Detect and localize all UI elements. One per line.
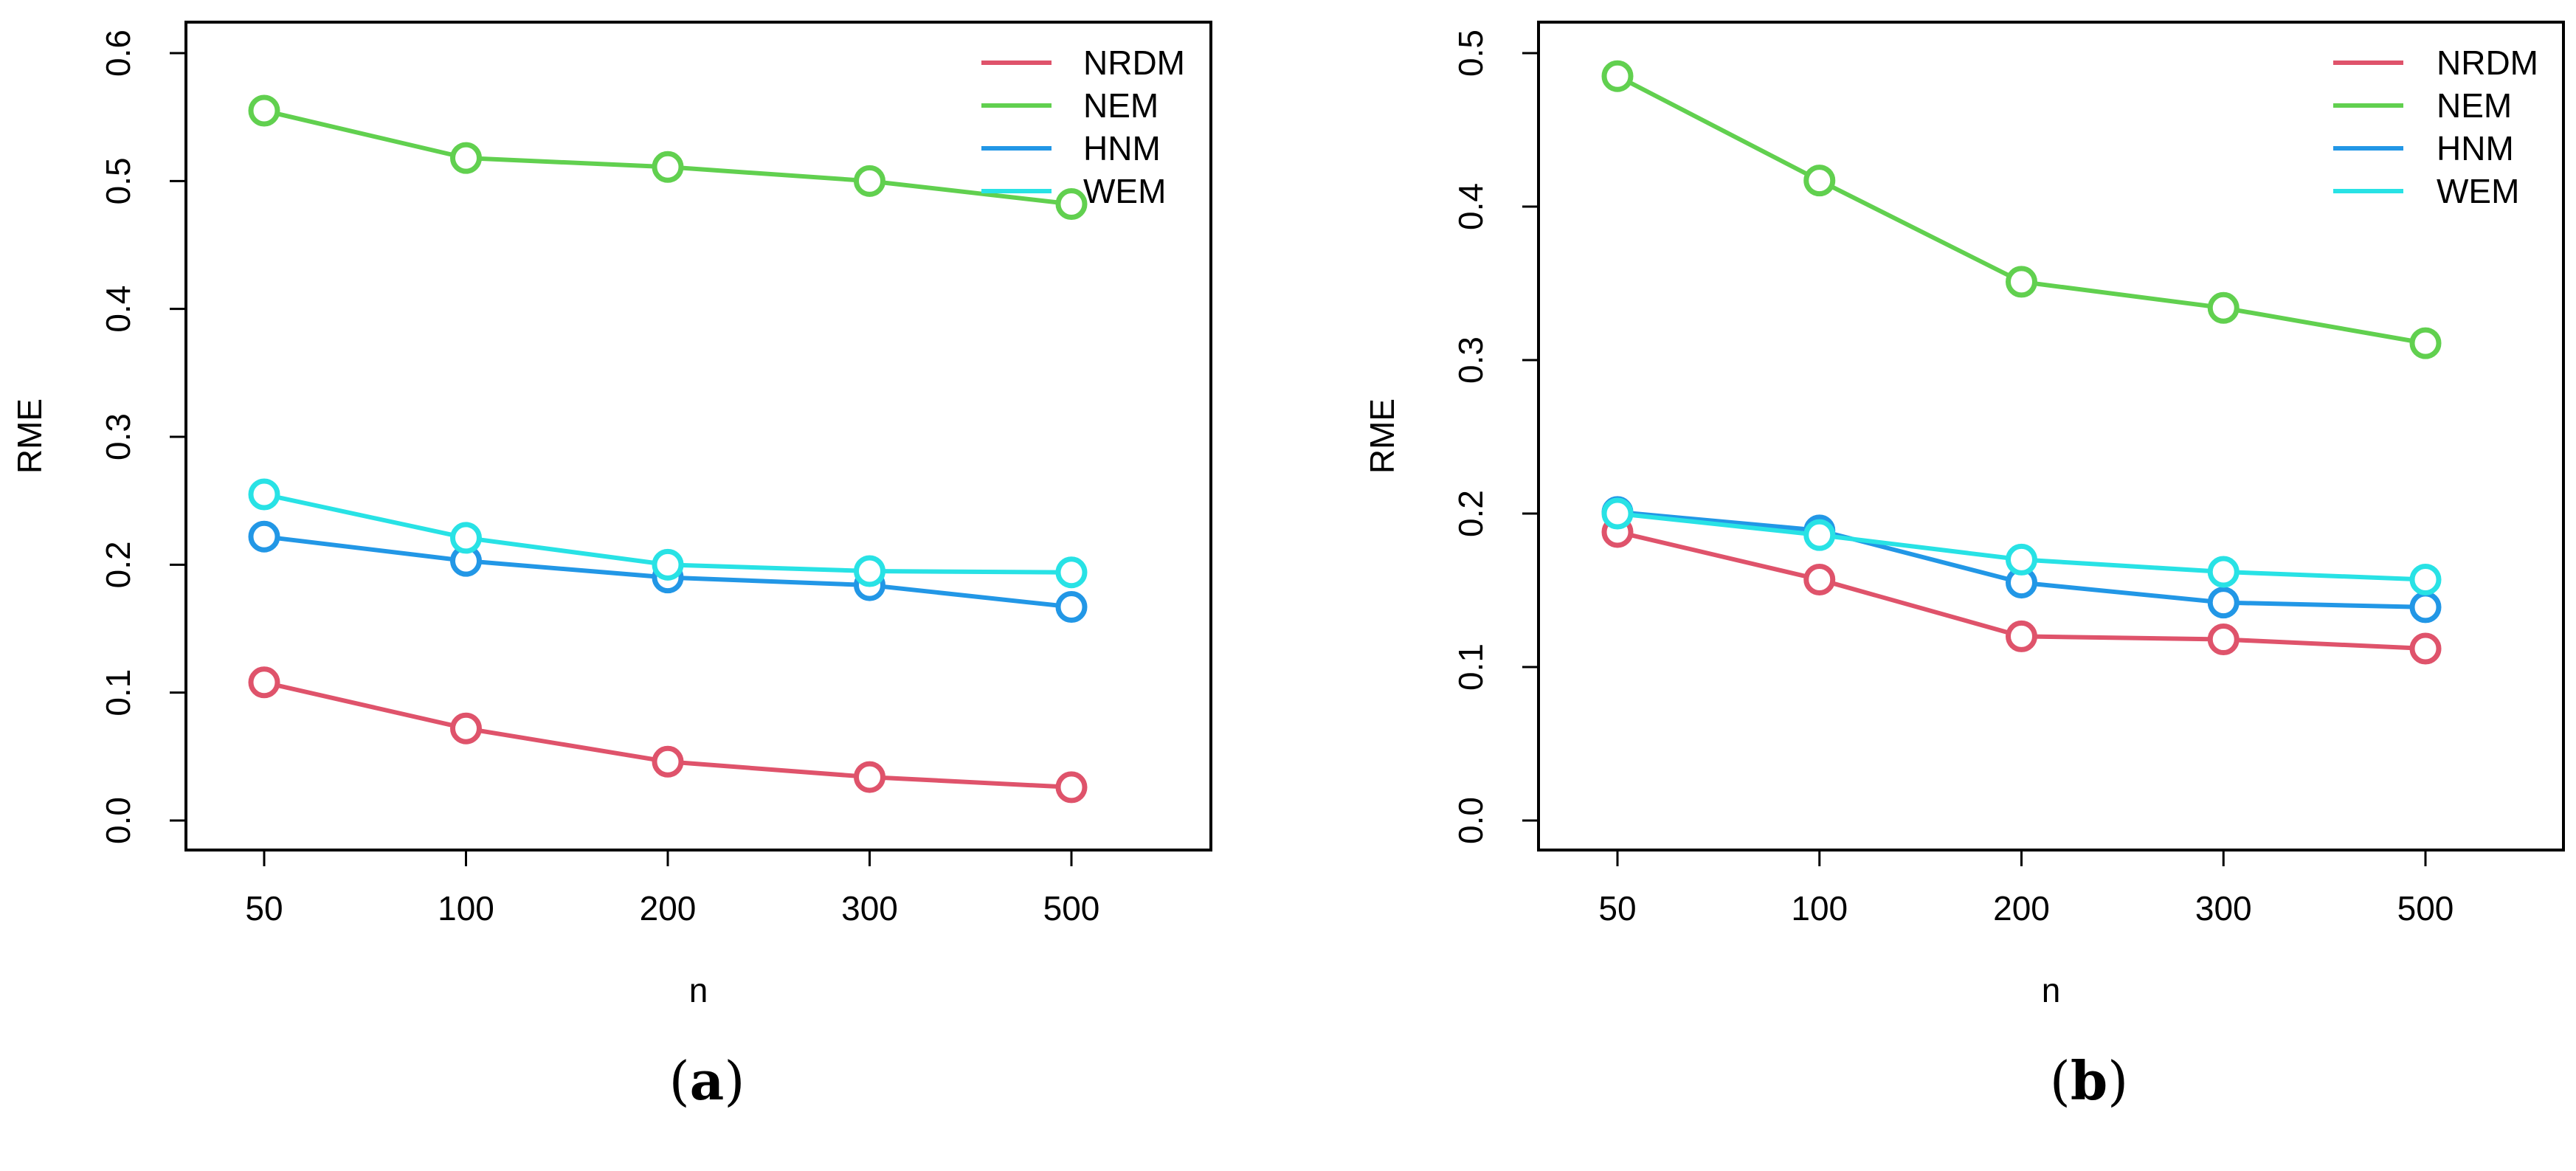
data-point-hnm (2207, 587, 2240, 619)
data-point-nem (1803, 165, 1836, 197)
x-tick-label: 100 (1791, 889, 1848, 928)
x-tick-label: 200 (1993, 889, 2050, 928)
x-axis-title: n (2042, 971, 2061, 1009)
data-point-nem (2409, 327, 2442, 359)
legend-label: NRDM (2437, 44, 2538, 82)
chart-panel-b: 50 100 200 300 500 0.0 0.1 0.2 0.3 0.4 0.5 n RME NRDM… (1363, 21, 2565, 1112)
data-point-wem (652, 548, 684, 581)
x-tick-label: 50 (1598, 889, 1636, 928)
panel-caption: (a) (669, 1049, 745, 1112)
data-point-nrdm (248, 666, 280, 699)
data-point-nem (2207, 291, 2240, 324)
data-point-nem (2006, 266, 2037, 298)
data-point-nrdm (2207, 624, 2240, 656)
y-tick-label: 0.4 (1451, 183, 1490, 230)
data-point-nrdm (1055, 771, 1088, 804)
x-tick-label: 500 (2397, 889, 2454, 928)
y-tick-label: 0.5 (1451, 30, 1490, 77)
x-tick-label: 500 (1043, 889, 1100, 928)
data-point-wem (1803, 519, 1836, 551)
plot-frame (1537, 21, 2565, 852)
legend: NRDM NEM HNM WEM (981, 44, 1185, 210)
legend-label: NRDM (1083, 44, 1185, 82)
data-point-wem (248, 478, 280, 511)
chart-panel-a: 50 100 200 300 500 0.0 0.1 0.2 0.3 0.4 0.5 0.6 n RME N… (10, 21, 1212, 1112)
legend-label: WEM (1083, 172, 1166, 210)
data-point-wem (2207, 556, 2240, 588)
data-point-hnm (248, 520, 280, 553)
data-point-hnm (1055, 591, 1088, 624)
data-point-nrdm (652, 745, 684, 778)
x-tick-label: 200 (640, 889, 697, 928)
x-axis-title: n (689, 971, 708, 1009)
data-point-nem (652, 151, 684, 183)
data-point-wem (2409, 563, 2442, 595)
data-point-nrdm (2006, 620, 2037, 652)
legend-label: HNM (2437, 129, 2514, 167)
y-tick-label: 0.0 (1451, 797, 1490, 844)
caption-letter: a (690, 1049, 725, 1112)
y-tick-label: 0.2 (1451, 490, 1490, 537)
data-point-nem (248, 94, 280, 127)
data-point-nrdm (450, 712, 482, 745)
data-point-wem (1055, 556, 1088, 589)
data-point-nem (450, 142, 482, 174)
legend-label: NEM (2437, 86, 2512, 125)
x-tick-label: 100 (438, 889, 494, 928)
y-tick-label: 0.1 (99, 669, 137, 716)
data-point-nrdm (2409, 632, 2442, 665)
y-tick-label: 0.5 (99, 157, 137, 204)
y-tick-label: 0.2 (99, 541, 137, 588)
plot-frame (184, 21, 1212, 852)
legend-label: NEM (1083, 86, 1158, 125)
data-point-wem (2006, 543, 2037, 576)
y-tick-label: 0.1 (1451, 643, 1490, 691)
caption-close: ) (724, 1050, 745, 1112)
data-point-nrdm (1803, 563, 1836, 595)
y-tick-label: 0.4 (99, 286, 137, 333)
y-tick-label: 0.3 (99, 413, 137, 460)
panel-caption: (b) (2050, 1049, 2129, 1112)
caption-open: ( (2050, 1050, 2071, 1112)
data-point-nem (1601, 60, 1634, 92)
y-tick-label: 0.0 (99, 797, 137, 844)
x-tick-label: 300 (2195, 889, 2252, 928)
y-axis-title: RME (10, 398, 49, 474)
x-tick-label: 300 (841, 889, 898, 928)
caption-close: ) (2107, 1050, 2128, 1112)
data-point-wem (854, 555, 885, 587)
data-point-nem (854, 165, 885, 197)
data-point-hnm (2409, 591, 2442, 624)
y-tick-label: 0.3 (1451, 336, 1490, 384)
data-point-nem (1055, 188, 1088, 221)
legend-label: HNM (1083, 129, 1161, 167)
caption-letter: b (2071, 1049, 2107, 1112)
data-point-nrdm (854, 761, 885, 793)
data-point-wem (450, 522, 482, 554)
y-axis-title: RME (1363, 398, 1401, 474)
caption-open: ( (669, 1050, 690, 1112)
y-tick-label: 0.6 (99, 30, 137, 77)
series-line-nem (1616, 74, 2426, 346)
legend-label: WEM (2437, 172, 2519, 210)
legend: NRDM NEM HNM WEM (2333, 44, 2538, 210)
x-tick-label: 50 (245, 889, 283, 928)
data-point-wem (1601, 497, 1634, 530)
